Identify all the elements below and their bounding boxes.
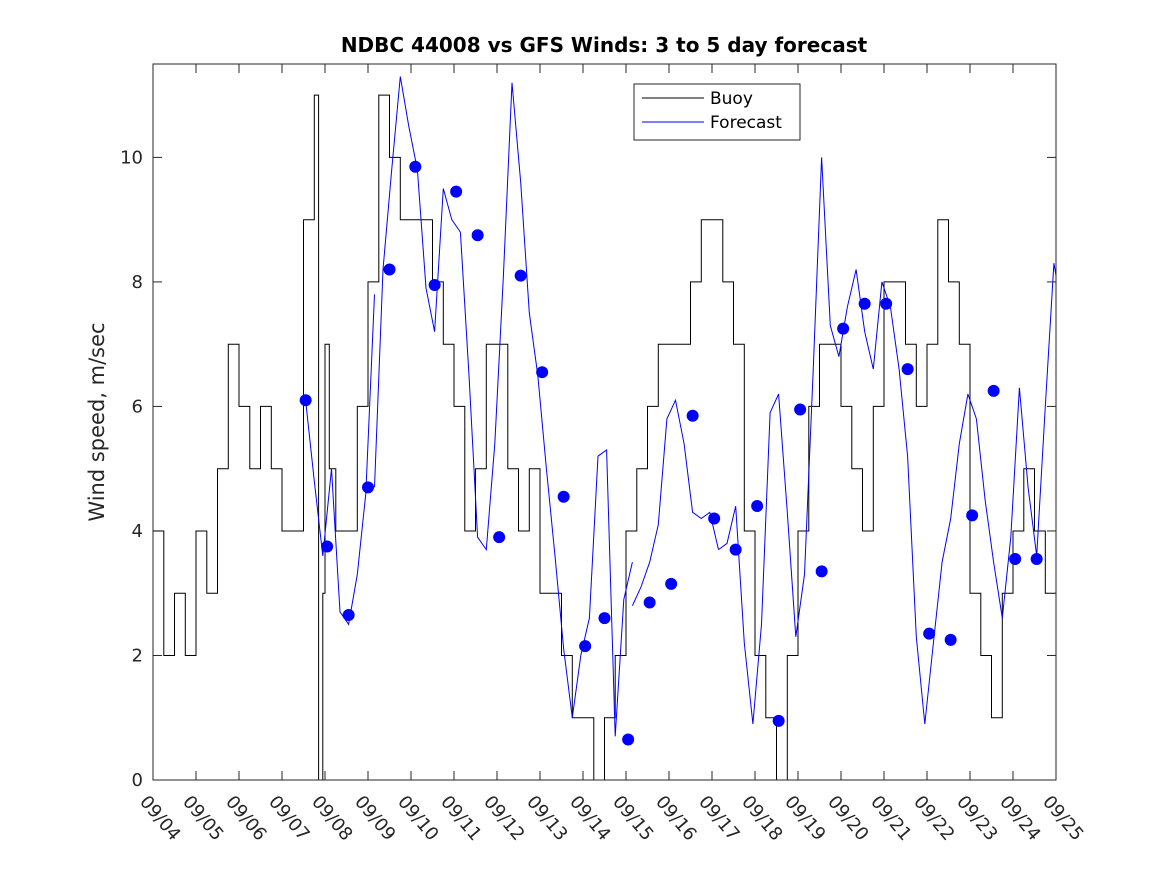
forecast-marker xyxy=(708,512,721,525)
y-tick-label: 2 xyxy=(132,645,143,666)
x-tick-label: 09/08 xyxy=(307,792,356,845)
y-axis-tick-labels: 0 2 4 6 8 10 xyxy=(120,147,143,791)
forecast-marker xyxy=(342,609,355,622)
y-tick-label: 10 xyxy=(120,147,143,168)
forecast-marker xyxy=(536,366,549,379)
x-tick-label: 09/14 xyxy=(565,792,614,845)
x-tick-label: 09/20 xyxy=(823,792,872,845)
x-axis-ticks xyxy=(152,64,1057,780)
forecast-marker xyxy=(362,481,374,494)
x-tick-label: 09/11 xyxy=(436,792,485,845)
forecast-marker xyxy=(901,363,914,376)
forecast-line xyxy=(631,398,719,606)
x-tick-label: 09/09 xyxy=(350,792,399,845)
forecast-marker xyxy=(794,403,807,416)
x-tick-label: 09/05 xyxy=(178,792,227,845)
plot-area xyxy=(153,64,1056,780)
forecast-marker xyxy=(321,540,334,553)
forecast-line xyxy=(545,449,633,737)
y-tick-label: 6 xyxy=(132,396,143,417)
forecast-marker xyxy=(923,627,936,640)
forecast-line xyxy=(459,82,547,552)
forecast-marker xyxy=(837,322,850,335)
x-tick-label: 09/13 xyxy=(522,792,571,845)
forecast-marker xyxy=(428,279,441,292)
legend-box xyxy=(633,83,801,141)
forecast-marker xyxy=(643,596,656,609)
y-tick-label: 4 xyxy=(132,521,143,542)
forecast-marker xyxy=(299,394,312,407)
forecast-marker xyxy=(729,543,742,556)
y-tick-label: 0 xyxy=(132,770,143,791)
x-tick-label: 09/21 xyxy=(866,792,915,845)
forecast-marker xyxy=(598,612,611,625)
forecast-marker xyxy=(944,633,957,646)
forecast-marker xyxy=(665,577,678,590)
x-tick-label: 09/10 xyxy=(393,792,442,845)
forecast-line xyxy=(804,157,891,575)
x-tick-label: 09/16 xyxy=(651,792,700,845)
x-tick-label: 09/24 xyxy=(995,792,1044,845)
forecast-marker xyxy=(471,229,484,242)
x-tick-label: 09/07 xyxy=(264,792,313,845)
x-tick-label: 09/12 xyxy=(479,792,528,845)
chart-title: NDBC 44008 vs GFS Winds: 3 to 5 day fore… xyxy=(341,33,868,57)
forecast-marker xyxy=(409,160,422,173)
legend: Buoy Forecast xyxy=(633,83,801,141)
y-tick-label: 8 xyxy=(132,272,143,293)
x-tick-label: 09/22 xyxy=(909,792,958,845)
forecast-marker xyxy=(493,531,506,544)
forecast-marker xyxy=(686,409,699,422)
x-tick-label: 09/23 xyxy=(952,792,1001,845)
forecast-line xyxy=(975,263,1056,619)
x-tick-label: 09/17 xyxy=(694,792,743,845)
x-tick-label: 09/15 xyxy=(608,792,657,845)
legend-forecast-label: Forecast xyxy=(710,113,782,133)
x-tick-label: 09/25 xyxy=(1038,792,1087,845)
forecast-marker xyxy=(514,269,527,282)
forecast-marker xyxy=(858,297,871,310)
forecast-marker xyxy=(772,714,785,727)
forecast-series xyxy=(305,76,1056,737)
forecast-marker xyxy=(450,185,463,198)
forecast-marker xyxy=(815,565,828,578)
plot-frame xyxy=(152,63,1057,781)
x-tick-label: 09/18 xyxy=(737,792,786,845)
buoy-series xyxy=(153,94,1056,780)
forecast-marker xyxy=(880,297,893,310)
buoy-line xyxy=(153,94,1056,780)
forecast-marker xyxy=(579,640,592,653)
forecast-marker xyxy=(1030,552,1043,565)
forecast-markers xyxy=(299,160,1043,746)
x-tick-label: 09/04 xyxy=(135,792,184,845)
forecast-marker xyxy=(987,384,1000,397)
forecast-marker xyxy=(557,490,570,503)
y-axis-label: Wind speed, m/sec xyxy=(85,322,109,521)
forecast-marker xyxy=(622,733,635,746)
plot-content xyxy=(153,76,1056,780)
forecast-line xyxy=(718,393,805,725)
forecast-marker xyxy=(383,263,396,276)
x-tick-label: 09/06 xyxy=(221,792,270,845)
legend-buoy-label: Buoy xyxy=(710,89,753,109)
forecast-marker xyxy=(751,500,764,513)
x-tick-label: 09/19 xyxy=(780,792,829,845)
forecast-marker xyxy=(1009,552,1022,565)
x-axis-tick-labels: 09/0409/0509/0609/0709/0809/0909/1009/11… xyxy=(135,792,1087,845)
forecast-line xyxy=(889,306,977,725)
forecast-line xyxy=(305,294,375,626)
forecast-marker xyxy=(966,509,979,522)
